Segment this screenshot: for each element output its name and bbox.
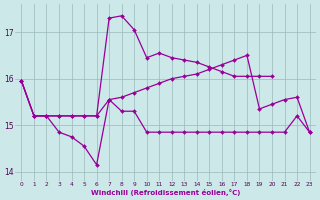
X-axis label: Windchill (Refroidissement éolien,°C): Windchill (Refroidissement éolien,°C)	[91, 189, 240, 196]
